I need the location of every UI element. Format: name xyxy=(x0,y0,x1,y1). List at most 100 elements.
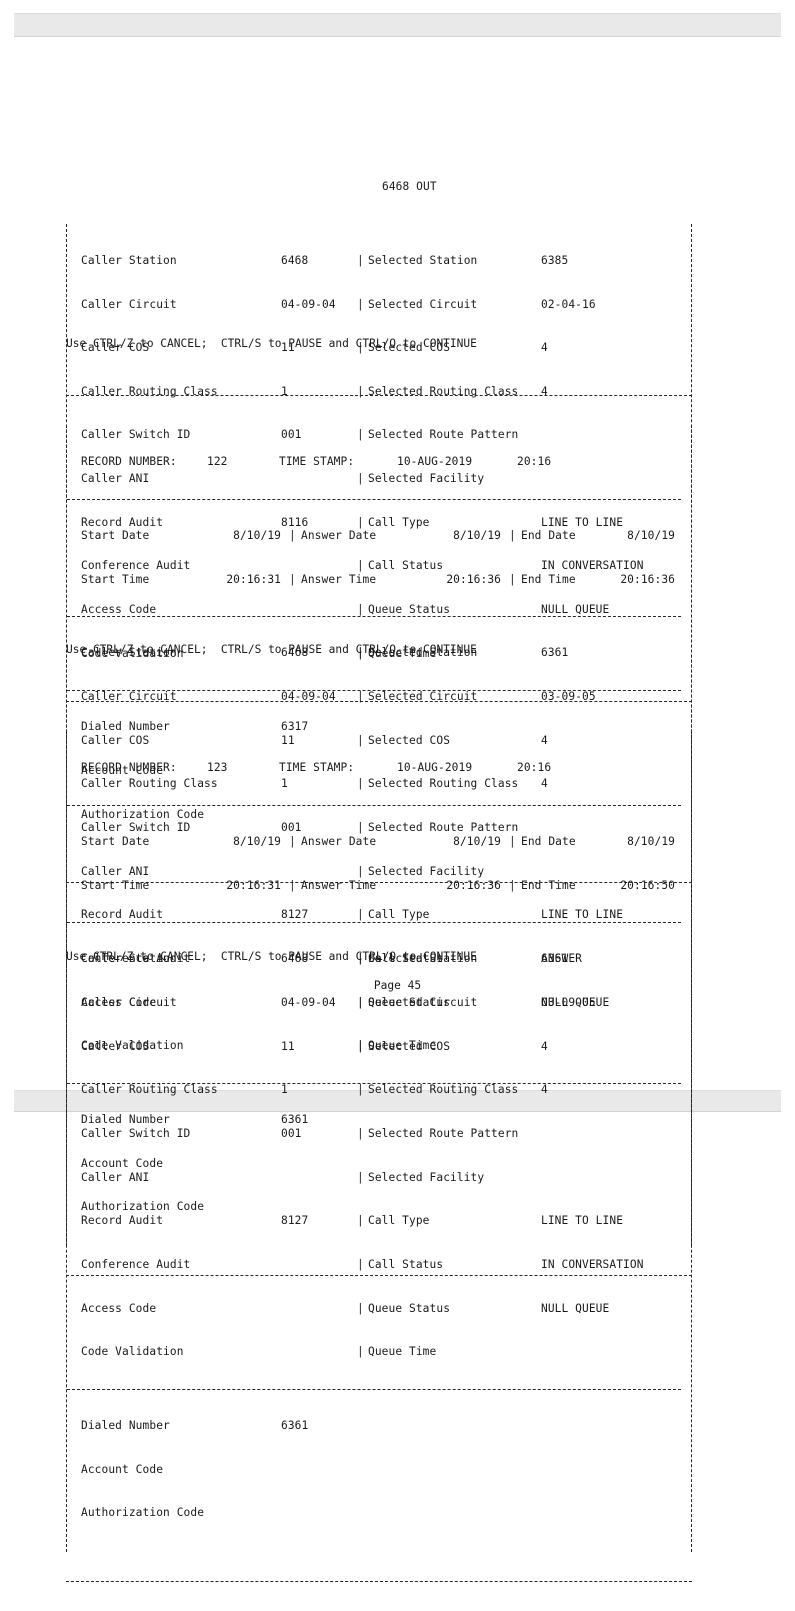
detail-row: Code Validation | Queue Time xyxy=(67,1345,691,1360)
caller-circuit-label: Caller Circuit xyxy=(81,690,177,704)
caller-switch-id-value: 001 xyxy=(281,820,302,834)
detail-row: Access Code | Queue Status NULL QUEUE xyxy=(67,996,691,1011)
caller-circuit-value: 04-09-04 xyxy=(281,690,336,704)
record-box: RECORD NUMBER: 122 TIME STAMP: 10-AUG-20… xyxy=(66,425,692,1246)
code-validation-label: Code Validation xyxy=(81,646,184,660)
queue-time-label: Queue Time xyxy=(368,646,437,660)
detail-row: Caller Routing Class 1 | Selected Routin… xyxy=(67,777,691,792)
queue-status-label: Queue Status xyxy=(368,1301,451,1315)
record-detail-box: Caller Station 6468 | Selected Station 6… xyxy=(66,223,692,854)
selected-station-value: 6361 xyxy=(541,646,569,660)
caller-cos-value: 11 xyxy=(281,341,295,355)
detail-row: Record Audit 8127 | Call Type LINE TO LI… xyxy=(67,1214,691,1229)
record-header-caption-row: 6468 OUT xyxy=(72,166,692,193)
conference-audit-label: Conference Audit xyxy=(81,1257,191,1271)
queue-status-value: NULL QUEUE xyxy=(541,1301,610,1315)
selected-circuit-label: Selected Circuit xyxy=(368,297,478,311)
detail-row: Code Validation | Queue Time xyxy=(67,1039,691,1054)
detail-row: Caller COS 11 | Selected COS 4 xyxy=(67,734,691,749)
answer-time-value: 20:16:36 xyxy=(446,878,501,892)
record-audit-value: 8127 xyxy=(281,908,309,922)
record-audit-label: Record Audit xyxy=(81,908,164,922)
column-divider-pipe: | xyxy=(509,878,516,892)
caller-circuit-label: Caller Circuit xyxy=(81,297,177,311)
call-record-block-123: RECORD NUMBER: 123 TIME STAMP: 10-AUG-20… xyxy=(66,672,692,1611)
detail-row: Caller Routing Class 1 | Selected Routin… xyxy=(67,1083,691,1098)
selected-cos-value: 4 xyxy=(541,1039,548,1053)
trailer-row: Dialed Number 6361 xyxy=(67,1419,691,1434)
conference-audit-label: Conference Audit xyxy=(81,951,191,965)
call-type-value: LINE TO LINE xyxy=(541,1214,624,1228)
caller-cos-label: Caller COS xyxy=(81,733,150,747)
caller-cos-label: Caller COS xyxy=(81,341,150,355)
caller-routing-class-value: 1 xyxy=(281,777,288,791)
caller-ani-label: Caller ANI xyxy=(81,472,150,486)
start-time-label: Start Time xyxy=(81,572,150,586)
selected-station-value: 6361 xyxy=(541,952,569,966)
section-divider-rule xyxy=(67,1082,681,1084)
trailer-row: Account Code xyxy=(67,764,691,779)
trailer-row: Authorization Code xyxy=(67,808,691,823)
account-code-label: Account Code xyxy=(81,1462,164,1476)
detail-row: Record Audit 8116 | Call Type LINE TO LI… xyxy=(67,516,691,531)
call-type-value: LINE TO LINE xyxy=(541,515,624,529)
selected-cos-value: 4 xyxy=(541,341,548,355)
record-header-row: RECORD NUMBER: 123 TIME STAMP: 10-AUG-20… xyxy=(67,761,691,776)
selected-circuit-value: 02-04-16 xyxy=(541,297,596,311)
detail-row: Caller Station 6468 | Selected Station 6… xyxy=(67,254,691,269)
time-stamp-label: TIME STAMP: xyxy=(279,455,355,469)
column-divider-pipe: | xyxy=(357,1083,364,1097)
start-time-value: 20:16:31 xyxy=(226,878,281,892)
caller-station-label: Caller Station xyxy=(81,253,177,267)
record-number-label: RECORD NUMBER: xyxy=(81,455,177,469)
column-divider-pipe: | xyxy=(357,646,364,660)
conference-audit-label: Conference Audit xyxy=(81,559,191,573)
section-divider-rule xyxy=(67,616,681,618)
record-direction-caption: 6468 OUT xyxy=(382,180,437,194)
column-divider-pipe: | xyxy=(357,952,364,966)
record-audit-label: Record Audit xyxy=(81,1214,164,1228)
column-divider-pipe: | xyxy=(357,1039,364,1053)
record-number-value: 122 xyxy=(207,455,228,469)
caller-routing-class-label: Caller Routing Class xyxy=(81,777,218,791)
column-divider-pipe: | xyxy=(357,646,364,660)
column-divider-pipe: | xyxy=(357,820,364,834)
dialed-number-value: 6317 xyxy=(281,720,309,734)
selected-routing-class-value: 4 xyxy=(541,777,548,791)
caller-cos-value: 11 xyxy=(281,1039,295,1053)
column-divider-pipe: | xyxy=(357,995,364,1009)
record-audit-value: 8127 xyxy=(281,1214,309,1228)
selected-routing-class-label: Selected Routing Class xyxy=(368,777,519,791)
detail-row: Record Audit 8127 | Call Type LINE TO LI… xyxy=(67,908,691,923)
detail-row: Caller ANI | Selected Facility xyxy=(67,865,691,880)
record-top-rule xyxy=(66,395,692,397)
scan-artifact-bottom-band xyxy=(14,1090,781,1112)
selected-cos-label: Selected COS xyxy=(368,1039,451,1053)
caller-cos-label: Caller COS xyxy=(81,1039,150,1053)
section-divider-rule xyxy=(67,1388,681,1390)
column-divider-pipe: | xyxy=(357,1301,364,1315)
call-type-label: Call Type xyxy=(368,515,430,529)
column-divider-pipe: | xyxy=(357,996,364,1010)
caller-switch-id-label: Caller Switch ID xyxy=(81,820,191,834)
detail-row: Access Code | Queue Status NULL QUEUE xyxy=(67,603,691,618)
start-date-label: Start Date xyxy=(81,835,150,849)
column-divider-pipe: | xyxy=(357,1126,364,1140)
call-record-block-partial: 6468 OUT Caller Station 6468 | Selected … xyxy=(66,122,692,913)
answer-date-label: Answer Date xyxy=(301,835,377,849)
account-code-label: Account Code xyxy=(81,764,164,778)
terminal-key-hint: Use CTRL/Z to CANCEL; CTRL/S to PAUSE an… xyxy=(66,643,477,656)
call-record-block-122: RECORD NUMBER: 122 TIME STAMP: 10-AUG-20… xyxy=(66,366,692,1305)
call-status-value: IN CONVERSATION xyxy=(541,559,644,573)
timing-row: Start Date 8/10/19 | Answer Date 8/10/19… xyxy=(67,835,691,850)
time-stamp-time-value: 20:16 xyxy=(517,761,552,775)
selected-circuit-value: 03-09-05 xyxy=(541,690,596,704)
section-divider-rule xyxy=(67,804,681,806)
detail-row: Caller Switch ID 001 | Selected Route Pa… xyxy=(67,428,691,443)
selected-route-pattern-label: Selected Route Pattern xyxy=(368,1126,519,1140)
end-time-label: End Time xyxy=(521,878,576,892)
queue-time-label: Queue Time xyxy=(368,1345,437,1359)
column-divider-pipe: | xyxy=(357,1257,364,1271)
selected-station-label: Selected Station xyxy=(368,646,478,660)
queue-status-label: Queue Status xyxy=(368,995,451,1009)
